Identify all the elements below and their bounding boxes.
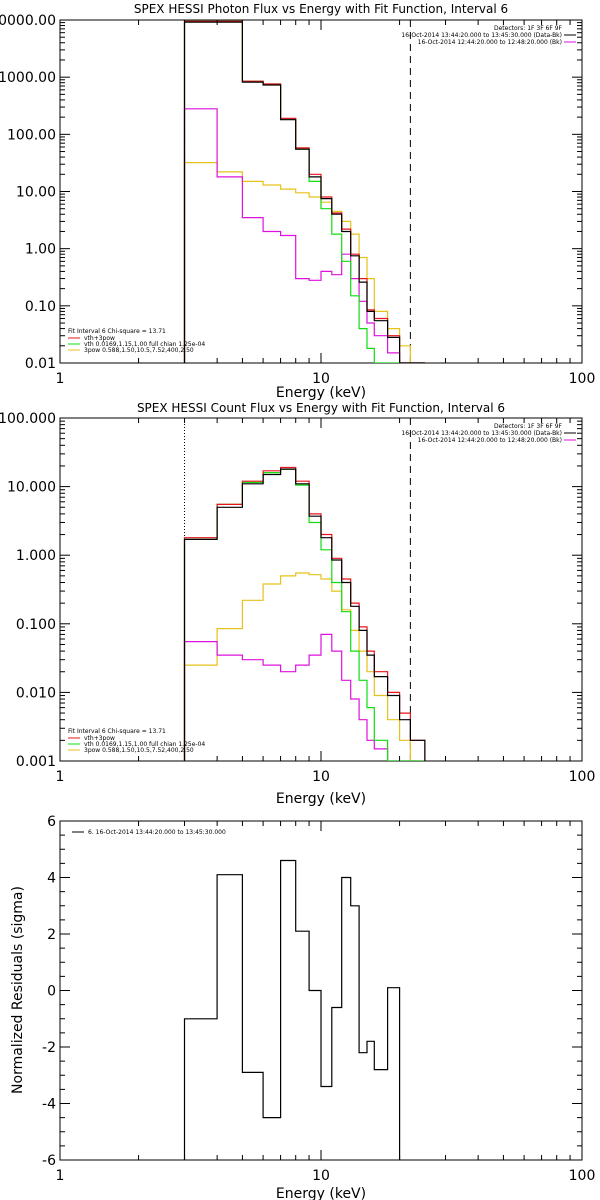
x-tick-label: 10 — [312, 371, 330, 387]
count-flux-title: SPEX HESSI Count Flux vs Energy with Fit… — [137, 401, 505, 415]
count-flux-legend-bottom-left: Fit Interval 6 Chi-square = 13.71 vth+3p… — [68, 728, 205, 754]
count-flux-plot-frame — [59, 417, 583, 762]
x-tick-label: 100 — [569, 769, 596, 785]
series-data-line — [183, 468, 426, 761]
y-tick-label: 2 — [47, 927, 56, 943]
legend-data-interval: 16-Oct-2014 13:44:20.000 to 13:45:30.000… — [401, 32, 562, 39]
legend-vth-label: vth 0.0169,1.15,1.00 full chian 1.25e-04 — [84, 341, 205, 348]
legend-vth-label: vth 0.0169,1.15,1.00 full chian 1.25e-04 — [84, 741, 205, 748]
series-vth-line — [183, 20, 425, 363]
count-flux-legend-top-right: Detectors: 1F 3F 6F 9F 16-Oct-2014 13:44… — [401, 423, 576, 444]
legend-total-label: vth+3pow — [84, 335, 115, 342]
y-tick-label: -2 — [42, 1040, 56, 1056]
y-tick-label: 1.000 — [16, 548, 56, 564]
count-flux-panel: SPEX HESSI Count Flux vs Energy with Fit… — [0, 401, 595, 807]
legend-fit-interval: Fit Interval 6 Chi-square = 13.71 — [68, 728, 166, 735]
legend-detectors: Detectors: 1F 3F 6F 9F — [494, 25, 563, 32]
x-tick-label: 100 — [569, 1168, 596, 1184]
legend-pow-label: 3pow 0.588,1.50,10.5,7.52,400,2.50 — [84, 747, 194, 754]
x-tick-label: 10 — [312, 1168, 330, 1184]
y-tick-label: -4 — [42, 1097, 56, 1113]
legend-bk-interval: 16-Oct-2014 12:44:20.000 to 12:48:20.000… — [418, 39, 562, 46]
y-tick-label: 10.000 — [7, 480, 56, 496]
photon-flux-legend-top-right: Detectors: 1F 3F 6F 9F 16-Oct-2014 13:44… — [401, 25, 576, 46]
y-tick-label: 0.001 — [16, 754, 56, 770]
residuals-legend: 6. 16-Oct-2014 13:44:20.000 to 13:45:30.… — [72, 829, 226, 836]
series-pow-line — [183, 572, 425, 761]
photon-flux-x-axis-label: Energy (keV) — [276, 385, 366, 401]
y-tick-label: -6 — [42, 1153, 56, 1169]
legend-detectors: Detectors: 1F 3F 6F 9F — [494, 423, 563, 430]
residuals-y-axis-label: Normalized Residuals (sigma) — [10, 886, 26, 1094]
legend-data-interval: 16-Oct-2014 13:44:20.000 to 13:45:30.000… — [401, 430, 562, 437]
series-total-line — [183, 20, 425, 363]
series-pow-line — [183, 162, 425, 363]
y-tick-label: 0.10 — [25, 299, 56, 315]
legend-pow-label: 3pow 0.588,1.50,10.5,7.52,400,2.50 — [84, 347, 194, 354]
x-tick-label: 10 — [312, 769, 330, 785]
series-data-line — [183, 21, 425, 363]
legend-bk-interval: 16-Oct-2014 12:44:20.000 to 12:48:20.000… — [418, 437, 562, 444]
x-tick-label: 1 — [56, 371, 65, 387]
y-tick-label: 0 — [47, 984, 56, 1000]
photon-flux-title: SPEX HESSI Photon Flux vs Energy with Fi… — [134, 2, 508, 16]
x-tick-label: 1 — [56, 1168, 65, 1184]
x-tick-label: 100 — [569, 371, 596, 387]
legend-fit-interval: Fit Interval 6 Chi-square = 13.71 — [68, 328, 166, 335]
y-tick-label: 10000.00 — [0, 13, 56, 29]
y-tick-label: 0.01 — [25, 356, 56, 372]
series-total-line — [183, 466, 426, 761]
y-tick-label: 0.010 — [16, 685, 56, 701]
series-vth-line — [183, 468, 425, 761]
y-tick-label: 6 — [47, 814, 56, 830]
series-data-line — [183, 859, 401, 1160]
count-flux-x-axis-label: Energy (keV) — [276, 791, 366, 807]
x-tick-label: 1 — [56, 769, 65, 785]
y-tick-label: 100.00 — [7, 127, 56, 143]
residuals-panel: 6 4 2 0 -2 -4 -6 1 10 100 Energy (keV) Normalize… — [10, 814, 595, 1200]
y-tick-label: 1000.00 — [0, 70, 56, 86]
photon-flux-legend-bottom-left: Fit Interval 6 Chi-square = 13.71 vth+3p… — [68, 328, 205, 354]
y-tick-label: 1.00 — [25, 242, 56, 258]
legend-residuals-label: 6. 16-Oct-2014 13:44:20.000 to 13:45:30.… — [88, 829, 226, 836]
legend-total-label: vth+3pow — [84, 735, 115, 742]
y-tick-label: 0.100 — [16, 617, 56, 633]
y-tick-label: 10.00 — [16, 185, 56, 201]
series-bk-line — [183, 633, 425, 761]
y-tick-label: 4 — [47, 871, 56, 887]
residuals-x-axis-label: Energy (keV) — [276, 1186, 366, 1200]
series-bk-line — [183, 108, 425, 363]
photon-flux-panel: SPEX HESSI Photon Flux vs Energy with Fi… — [0, 2, 595, 401]
y-tick-label: 100.000 — [0, 411, 56, 427]
